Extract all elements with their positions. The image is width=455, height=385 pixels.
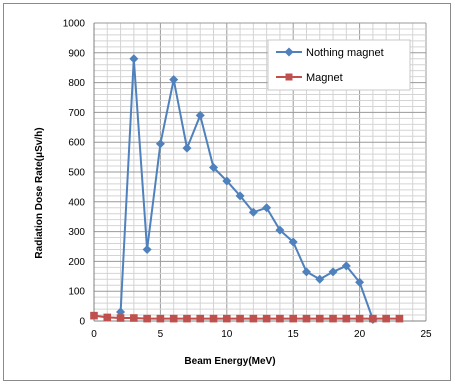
y-tick-label: 200 bbox=[68, 257, 85, 268]
data-point-square bbox=[262, 314, 271, 323]
y-tick-label: 300 bbox=[68, 227, 85, 238]
data-point-diamond bbox=[142, 244, 152, 254]
x-tick-label: 10 bbox=[221, 329, 233, 340]
data-point-square bbox=[369, 314, 377, 323]
y-tick-label: 1000 bbox=[63, 19, 86, 30]
data-point-square bbox=[169, 314, 178, 323]
series-line-0 bbox=[119, 57, 374, 320]
series-line-1 bbox=[93, 314, 400, 320]
legend-marker-magnet bbox=[285, 73, 293, 81]
data-point-square bbox=[395, 314, 404, 323]
legend-label-nothing-magnet: Nothing magnet bbox=[306, 47, 384, 59]
legend-marker-nothing-magnet bbox=[284, 47, 294, 57]
data-point-diamond bbox=[195, 110, 205, 120]
data-point-diamond bbox=[328, 267, 338, 277]
data-point-diamond bbox=[355, 277, 365, 287]
data-point-square bbox=[156, 314, 165, 323]
x-tick-labels: 0 5 10 15 20 25 bbox=[91, 329, 432, 340]
data-point-square bbox=[196, 314, 205, 323]
data-point-diamond bbox=[209, 163, 219, 173]
data-point-diamond bbox=[222, 176, 232, 186]
series-markers bbox=[90, 54, 404, 325]
data-point-square bbox=[103, 313, 112, 322]
legend-box bbox=[267, 39, 411, 91]
data-point-diamond bbox=[301, 267, 311, 277]
x-tick-label: 25 bbox=[420, 329, 432, 340]
data-point-square bbox=[130, 314, 138, 322]
data-point-diamond bbox=[341, 261, 351, 271]
data-point-diamond bbox=[169, 75, 179, 85]
y-tick-label: 600 bbox=[68, 138, 85, 149]
y-axis-title: Radiation Dose Rate(μSv/h) bbox=[34, 127, 45, 258]
data-point-square bbox=[236, 314, 244, 323]
x-tick-label: 15 bbox=[288, 329, 300, 340]
y-tick-label: 100 bbox=[68, 287, 85, 298]
legend: Nothing magnet Magnet bbox=[267, 39, 411, 91]
data-point-square bbox=[289, 314, 297, 323]
data-point-square bbox=[382, 314, 390, 323]
data-point-square bbox=[183, 314, 191, 323]
data-point-diamond bbox=[155, 139, 165, 149]
data-point-square bbox=[90, 311, 98, 320]
data-point-square bbox=[302, 314, 311, 323]
data-point-diamond bbox=[129, 54, 139, 64]
x-tick-label: 20 bbox=[354, 329, 366, 340]
x-axis-title: Beam Energy(MeV) bbox=[184, 356, 275, 367]
x-tick-label: 0 bbox=[91, 329, 97, 340]
data-point-diamond bbox=[248, 207, 258, 217]
y-tick-label: 400 bbox=[68, 197, 85, 208]
y-tick-label: 900 bbox=[68, 48, 85, 59]
data-point-diamond bbox=[275, 225, 285, 235]
data-point-diamond bbox=[315, 274, 325, 284]
data-point-square bbox=[143, 314, 151, 323]
data-point-square bbox=[223, 314, 231, 323]
x-tick-label: 5 bbox=[158, 329, 164, 340]
data-point-square bbox=[276, 314, 284, 323]
data-point-diamond bbox=[288, 237, 298, 247]
y-tick-label: 700 bbox=[68, 108, 85, 119]
data-point-square bbox=[209, 314, 218, 323]
data-point-diamond bbox=[182, 143, 192, 153]
y-tick-labels: 0 100 200 300 400 500 600 700 800 900 1000 bbox=[63, 19, 86, 328]
y-tick-label: 0 bbox=[79, 317, 85, 328]
y-tick-label: 800 bbox=[68, 78, 85, 89]
y-tick-label: 500 bbox=[68, 168, 85, 179]
legend-label-magnet: Magnet bbox=[306, 72, 343, 84]
data-point-square bbox=[342, 314, 351, 323]
series-lines bbox=[93, 57, 400, 320]
data-point-diamond bbox=[262, 203, 272, 213]
data-point-square bbox=[116, 314, 125, 322]
data-point-square bbox=[329, 314, 337, 323]
data-point-square bbox=[249, 314, 258, 323]
data-point-square bbox=[355, 314, 364, 323]
data-point-square bbox=[315, 314, 324, 323]
data-point-diamond bbox=[235, 191, 245, 201]
